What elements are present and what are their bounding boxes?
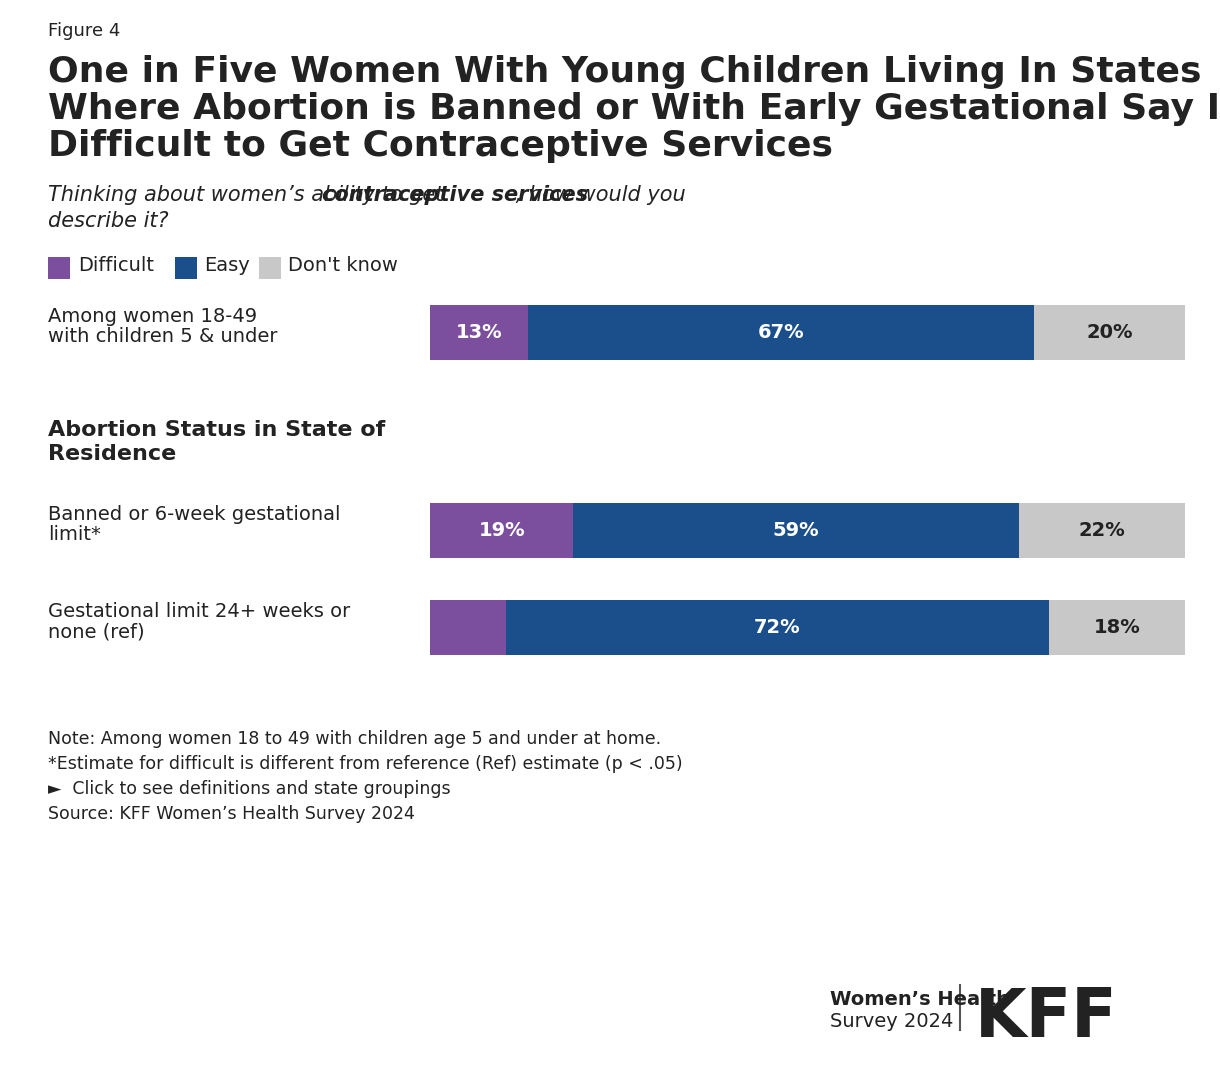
Text: 72%: 72%: [754, 618, 800, 637]
Text: 59%: 59%: [772, 521, 820, 540]
Text: 19%: 19%: [478, 521, 525, 540]
Bar: [1035, 305, 1185, 359]
Text: Easy: Easy: [205, 256, 250, 275]
Bar: [1049, 599, 1185, 655]
Text: Difficult to Get Contraceptive Services: Difficult to Get Contraceptive Services: [48, 129, 833, 163]
Text: *Estimate for difficult is different from reference (Ref) estimate (p < .05): *Estimate for difficult is different fro…: [48, 755, 683, 773]
Bar: [528, 305, 1035, 359]
Bar: [429, 503, 573, 558]
Bar: [174, 257, 196, 279]
Text: Women’s Health: Women’s Health: [830, 990, 1010, 1009]
Text: Where Abortion is Banned or With Early Gestational Say It Is: Where Abortion is Banned or With Early G…: [48, 92, 1220, 126]
Bar: [1019, 503, 1185, 558]
Text: 20%: 20%: [1086, 323, 1132, 342]
Text: Abortion Status in State of: Abortion Status in State of: [48, 420, 386, 440]
Text: Note: Among women 18 to 49 with children age 5 and under at home.: Note: Among women 18 to 49 with children…: [48, 730, 661, 748]
Bar: [429, 599, 505, 655]
Text: Residence: Residence: [48, 444, 176, 464]
Bar: [573, 503, 1019, 558]
Bar: [48, 257, 70, 279]
Text: Don't know: Don't know: [288, 256, 399, 275]
Text: describe it?: describe it?: [48, 211, 168, 231]
Text: , how would you: , how would you: [509, 185, 686, 205]
Text: Source: KFF Women’s Health Survey 2024: Source: KFF Women’s Health Survey 2024: [48, 805, 415, 823]
Text: Among women 18-49: Among women 18-49: [48, 307, 257, 326]
Text: 13%: 13%: [456, 323, 503, 342]
Text: Thinking about women’s ability to get: Thinking about women’s ability to get: [48, 185, 450, 205]
Text: contraceptive services: contraceptive services: [322, 185, 588, 205]
Bar: [429, 305, 528, 359]
Text: 22%: 22%: [1078, 521, 1125, 540]
Text: Gestational limit 24+ weeks or: Gestational limit 24+ weeks or: [48, 602, 350, 621]
Text: 67%: 67%: [758, 323, 804, 342]
Text: ►  Click to see definitions and state groupings: ► Click to see definitions and state gro…: [48, 780, 450, 798]
Text: 18%: 18%: [1093, 618, 1141, 637]
Text: with children 5 & under: with children 5 & under: [48, 327, 277, 346]
Text: Difficult: Difficult: [78, 256, 154, 275]
Text: One in Five Women With Young Children Living In States: One in Five Women With Young Children Li…: [48, 55, 1202, 89]
Bar: [259, 257, 281, 279]
Text: Banned or 6-week gestational: Banned or 6-week gestational: [48, 505, 340, 525]
Text: Survey 2024: Survey 2024: [830, 1012, 953, 1031]
Bar: [505, 599, 1049, 655]
Text: none (ref): none (ref): [48, 622, 145, 641]
Text: KFF: KFF: [975, 985, 1118, 1051]
Text: Figure 4: Figure 4: [48, 22, 121, 40]
Text: limit*: limit*: [48, 525, 101, 544]
